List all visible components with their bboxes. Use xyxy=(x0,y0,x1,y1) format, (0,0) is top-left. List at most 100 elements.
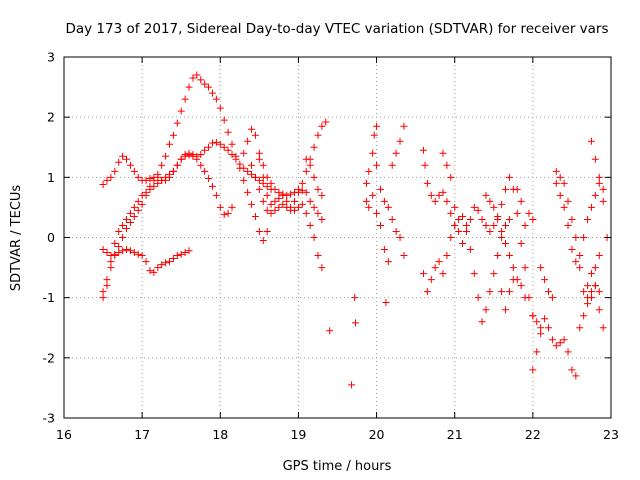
data-point-s7-50 xyxy=(599,197,607,205)
data-point-s0-32 xyxy=(224,128,232,136)
data-point-s4-36 xyxy=(302,209,310,217)
data-point-s7-38 xyxy=(564,197,572,205)
data-point-s4-1 xyxy=(244,137,252,145)
data-point-s0-27 xyxy=(205,83,213,91)
data-point-s2-23 xyxy=(189,152,197,160)
data-point-s4-26 xyxy=(263,206,271,214)
data-point-s2-27 xyxy=(205,175,213,183)
data-point-s1-13 xyxy=(150,182,158,190)
data-point-s4-41 xyxy=(255,155,263,163)
data-point-s6-21 xyxy=(462,221,470,229)
data-point-s6-15 xyxy=(439,270,447,278)
data-point-s5-10 xyxy=(365,203,373,211)
data-point-s6-67 xyxy=(521,294,529,302)
data-point-s2-16 xyxy=(162,176,170,184)
data-point-s4-7 xyxy=(267,200,275,208)
data-point-s7-11 xyxy=(572,372,580,380)
data-point-s0-30 xyxy=(216,104,224,112)
data-point-s4-6 xyxy=(263,191,271,199)
data-point-s6-38 xyxy=(459,240,467,248)
data-point-s4-16 xyxy=(302,167,310,175)
data-point-s3-17 xyxy=(165,258,173,266)
data-point-s7-24 xyxy=(560,203,568,211)
data-point-s6-11 xyxy=(423,288,431,296)
data-point-s0-24 xyxy=(193,71,201,79)
data-point-s2-2 xyxy=(107,173,115,181)
data-point-s2-25 xyxy=(197,161,205,169)
data-point-s1-9 xyxy=(134,197,142,205)
data-point-s6-60 xyxy=(494,215,502,223)
data-point-s2-28 xyxy=(208,182,216,190)
data-point-s6-68 xyxy=(513,185,521,193)
x-tick-label-5: 21 xyxy=(447,427,463,442)
data-point-s5-4 xyxy=(362,179,370,187)
data-point-s5-26 xyxy=(400,122,408,130)
data-point-s2-8 xyxy=(130,167,138,175)
data-point-s1-14 xyxy=(154,179,162,187)
data-point-s5-20 xyxy=(380,246,388,254)
data-point-s0-16 xyxy=(162,152,170,160)
y-tick-label-5: -2 xyxy=(43,350,55,365)
data-point-s6-49 xyxy=(502,185,510,193)
data-point-s6-76 xyxy=(509,276,517,284)
data-point-s6-27 xyxy=(486,288,494,296)
data-point-s4-3 xyxy=(251,131,259,139)
data-point-s5-21 xyxy=(384,258,392,266)
data-point-s5-25 xyxy=(396,137,404,145)
data-point-s2-11 xyxy=(142,176,150,184)
data-point-s6-4 xyxy=(431,197,439,205)
data-point-s7-2 xyxy=(537,324,545,332)
data-point-s1-30 xyxy=(216,140,224,148)
data-point-s2-14 xyxy=(154,173,162,181)
data-point-s0-18 xyxy=(169,131,177,139)
data-point-s6-33 xyxy=(439,149,447,157)
data-point-s4-62 xyxy=(318,191,326,199)
data-point-s7-20 xyxy=(533,348,541,356)
data-point-s7-28 xyxy=(576,252,584,260)
data-point-s6-5 xyxy=(435,191,443,199)
data-point-s7-49 xyxy=(595,173,603,181)
data-point-s7-21 xyxy=(537,330,545,338)
data-point-s0-21 xyxy=(181,95,189,103)
data-point-s1-32 xyxy=(224,146,232,154)
data-point-s7-39 xyxy=(568,215,576,223)
data-point-s4-48 xyxy=(283,191,291,199)
data-point-s7-22 xyxy=(552,179,560,187)
series-0 xyxy=(99,71,271,296)
data-point-s7-33 xyxy=(595,179,603,187)
series-3 xyxy=(99,246,193,276)
data-point-s3-19 xyxy=(173,252,181,260)
data-point-s4-21 xyxy=(322,118,330,126)
data-point-s0-20 xyxy=(177,107,185,115)
data-point-s7-19 xyxy=(529,366,537,374)
data-point-s1-29 xyxy=(212,138,220,146)
data-point-s4-34 xyxy=(294,203,302,211)
data-point-s4-22 xyxy=(248,161,256,169)
data-point-s4-37 xyxy=(306,221,314,229)
data-point-s6-37 xyxy=(455,227,463,235)
data-point-s7-1 xyxy=(533,318,541,326)
data-point-s6-52 xyxy=(513,209,521,217)
y-axis-label: SDTVAR / TECUs xyxy=(9,185,24,292)
data-point-s3-14 xyxy=(154,264,162,272)
data-point-s4-25 xyxy=(259,197,267,205)
data-point-s1-10 xyxy=(138,191,146,199)
data-point-s3-7 xyxy=(126,247,134,255)
data-point-s7-25 xyxy=(564,221,572,229)
data-point-s1-27 xyxy=(205,143,213,151)
series-1 xyxy=(99,138,275,302)
tick-layer xyxy=(63,56,612,419)
data-point-s7-31 xyxy=(587,203,595,211)
data-point-s4-49 xyxy=(287,190,295,198)
data-point-s4-40 xyxy=(318,264,326,272)
data-point-s7-58 xyxy=(591,264,599,272)
data-point-s2-0 xyxy=(99,181,107,189)
data-point-s1-31 xyxy=(220,143,228,151)
data-point-s7-47 xyxy=(587,137,595,145)
data-point-s0-23 xyxy=(189,74,197,82)
data-point-s6-50 xyxy=(505,173,513,181)
data-point-s0-2 xyxy=(107,264,115,272)
data-point-s7-15 xyxy=(587,288,595,296)
data-point-s4-57 xyxy=(318,215,326,223)
data-point-s1-36 xyxy=(240,164,248,172)
